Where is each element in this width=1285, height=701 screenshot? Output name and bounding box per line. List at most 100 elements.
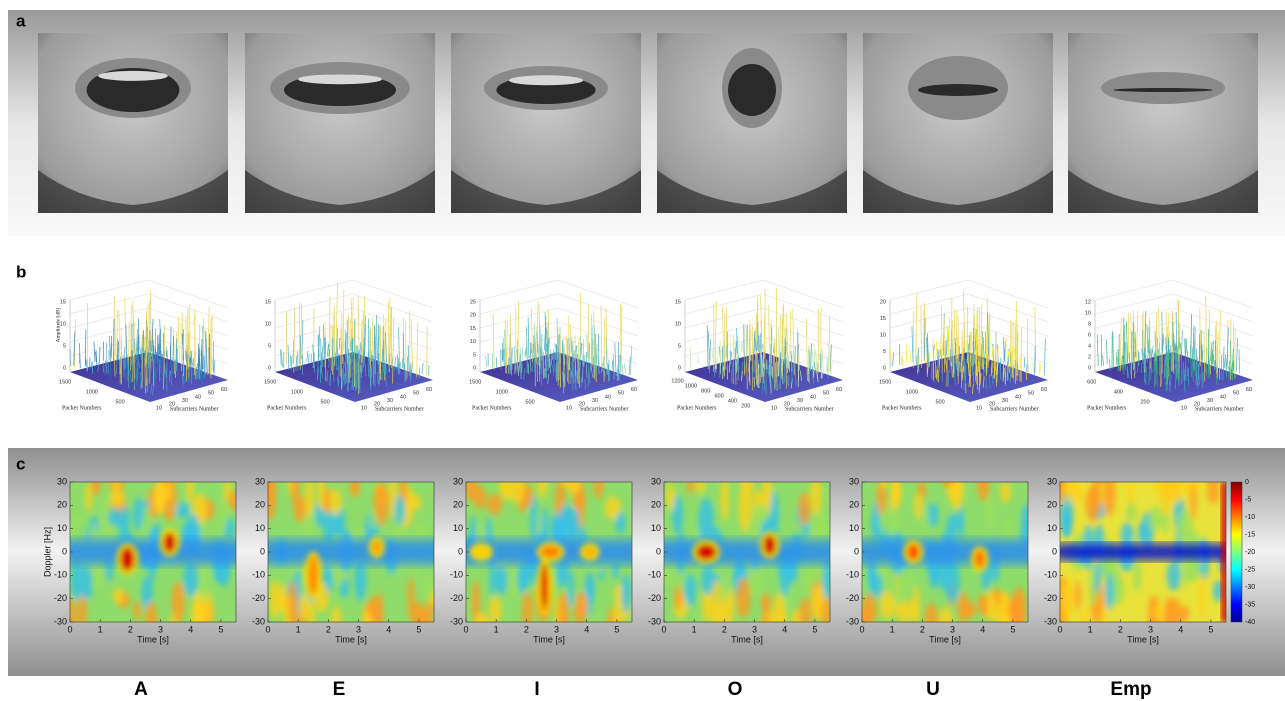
x-tick-label: 2	[326, 624, 331, 634]
subcarrier-tick-label: 10	[156, 405, 162, 411]
x-axis-label: Time [s]	[1127, 634, 1159, 644]
y-tick-label: -30	[846, 616, 859, 626]
spike	[1116, 352, 1117, 365]
x-axis-label: Time [s]	[137, 634, 169, 644]
subcarrier-tick-label: 40	[195, 394, 201, 400]
colorbar-tick-label: -40	[1245, 619, 1255, 626]
spike	[927, 336, 928, 367]
texture-blob	[520, 568, 531, 588]
subcarrier-tick-label: 10	[1181, 405, 1187, 411]
subcarrier-tick-label: 30	[1207, 398, 1213, 404]
y-tick-label: -10	[54, 570, 67, 580]
subcarrier-tick-label: 10	[566, 405, 572, 411]
y-tick-label: -20	[1044, 593, 1057, 603]
spike	[741, 342, 742, 352]
spike	[1202, 371, 1203, 388]
page: a b c 15105015001000500102030405060Packe…	[0, 0, 1285, 701]
packet-tick-label: 1500	[59, 379, 71, 385]
spike	[601, 305, 602, 372]
y-tick-label: -30	[1044, 616, 1057, 626]
spectrogram-image	[1050, 459, 1239, 644]
y-tick-label: -10	[648, 570, 661, 580]
doppler-band	[1050, 543, 1239, 561]
spike	[288, 345, 289, 370]
texture-blob	[323, 487, 330, 515]
subcarrier-tick-label: 60	[836, 387, 842, 393]
spike	[408, 345, 409, 376]
texture-blob	[176, 502, 190, 519]
grid-line	[763, 280, 843, 308]
x-tick-label: 4	[386, 624, 391, 634]
spike	[1113, 331, 1114, 368]
texture-blob	[1105, 573, 1114, 610]
spike	[493, 313, 494, 369]
texture-blob	[509, 563, 517, 600]
spike	[921, 306, 922, 368]
texture-blob	[1085, 486, 1100, 523]
spike	[615, 342, 616, 376]
hotspot	[164, 533, 176, 553]
texture-blob	[981, 595, 988, 617]
z-tick-label: 15	[265, 299, 271, 305]
spike	[591, 315, 592, 367]
packet-tick-label: 1000	[685, 383, 697, 389]
spike	[829, 315, 830, 371]
mouth-opening	[918, 84, 998, 96]
x-axis-label: Time [s]	[533, 634, 565, 644]
doppler-band	[258, 538, 447, 566]
spike	[769, 305, 770, 362]
spike	[742, 339, 743, 353]
spike	[1102, 355, 1103, 365]
y-tick-label: -10	[1044, 570, 1057, 580]
subcarrier-tick-label: 50	[208, 391, 214, 397]
subcarrier-tick-label: 60	[631, 387, 637, 393]
spike	[85, 330, 86, 367]
photo-frame	[1068, 33, 1258, 213]
packet-tick-label: 1000	[496, 389, 508, 395]
packet-tick-label: 1200	[671, 378, 683, 384]
z-tick-label: 0	[63, 365, 66, 371]
texture-blob	[875, 573, 883, 597]
mouth-opening	[728, 64, 776, 116]
z-tick-label: 20	[880, 299, 886, 305]
y-tick-label: -20	[54, 593, 67, 603]
texture-blob	[504, 480, 513, 501]
spectrogram-image	[456, 460, 645, 645]
subcarrier-tick-label: 50	[1233, 391, 1239, 397]
spike	[528, 317, 529, 358]
x-tick-label: 0	[661, 624, 666, 634]
y-tick-label: -20	[846, 593, 859, 603]
y-tick-label: 30	[453, 476, 463, 486]
panel-label: a	[16, 11, 26, 30]
colorbar-tick-label: -30	[1245, 584, 1255, 591]
texture-blob	[1167, 560, 1181, 591]
z-tick-label: 0	[473, 365, 476, 371]
subcarrier-tick-label: 60	[1041, 387, 1047, 393]
y-tick-label: 0	[260, 546, 265, 556]
z-tick-label: 12	[1085, 299, 1091, 305]
texture-blob	[206, 591, 212, 624]
spike	[376, 315, 377, 359]
spectrogram: 3020100-10-20-30012345Time [s]	[252, 459, 447, 649]
y-tick-label: 30	[57, 476, 67, 486]
spike	[1154, 353, 1155, 372]
colorbar-tick-label: -35	[1245, 601, 1255, 608]
texture-blob	[928, 503, 939, 527]
y-tick-label: -30	[54, 616, 67, 626]
photo	[657, 33, 847, 213]
texture-blob	[1008, 601, 1018, 620]
spike	[714, 367, 715, 377]
z-tick-label: 2	[1088, 354, 1091, 360]
colorbar-scale	[1231, 482, 1242, 622]
packet-tick-label: 500	[525, 399, 534, 405]
photo-frame	[451, 33, 641, 213]
y-tick-label: -30	[450, 616, 463, 626]
spike	[1152, 346, 1153, 357]
texture-blob	[220, 498, 228, 531]
subcarrier-tick-label: 40	[1220, 394, 1226, 400]
texture-blob	[962, 601, 977, 619]
spike	[572, 362, 573, 372]
x-tick-label: 5	[614, 624, 619, 634]
spike	[1155, 350, 1156, 387]
